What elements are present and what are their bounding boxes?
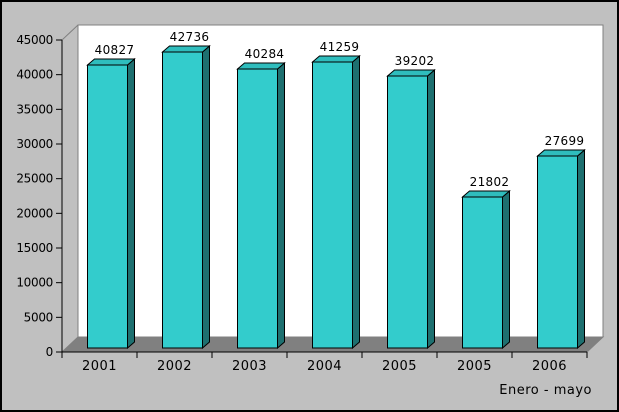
x-axis-category-label: 2005 — [457, 359, 492, 374]
bar-value-label: 42736 — [170, 30, 210, 44]
bar — [237, 68, 278, 349]
x-axis-category-label: 2005 — [382, 359, 417, 374]
y-axis-tick-label: 20000 — [16, 206, 53, 220]
bar — [387, 75, 428, 349]
x-axis-category-label: 2004 — [307, 359, 342, 374]
y-axis-tick-label: 45000 — [16, 33, 53, 47]
bar — [162, 51, 203, 349]
y-axis-tick-label: 0 — [46, 345, 53, 359]
bar-side-face — [352, 54, 360, 350]
x-axis-category-label: 2006 — [532, 359, 567, 374]
bar-value-label: 41259 — [320, 40, 360, 54]
y-axis-tick-label: 5000 — [24, 310, 53, 324]
bar-side-face — [202, 44, 210, 350]
bar-side-face — [427, 68, 435, 350]
bar — [462, 196, 503, 349]
bar-top-face — [236, 62, 286, 70]
y-axis-tick-label: 35000 — [16, 102, 53, 116]
bar-top-face — [161, 45, 211, 53]
bar-top-face — [536, 149, 586, 157]
period-note-label: Enero - mayo — [499, 383, 592, 398]
bar — [537, 155, 578, 349]
bar-side-face — [277, 61, 285, 350]
bar-side-face — [127, 57, 135, 350]
bar — [312, 61, 353, 349]
wall-corner-edge — [61, 24, 79, 41]
bar-value-label: 27699 — [545, 134, 585, 148]
bar-top-face — [311, 55, 361, 63]
bar-value-label: 39202 — [395, 54, 435, 68]
x-axis-category-label: 2001 — [82, 359, 117, 374]
x-axis-category-label: 2002 — [157, 359, 192, 374]
bar-top-face — [86, 58, 136, 66]
y-axis-tick-label: 40000 — [16, 68, 53, 82]
bar-value-label: 21802 — [470, 175, 510, 189]
bar-value-label: 40827 — [95, 43, 135, 57]
y-axis-tick-label: 30000 — [16, 137, 53, 151]
bar — [87, 64, 128, 349]
y-axis-tick-label: 25000 — [16, 172, 53, 186]
y-axis-tick-label: 10000 — [16, 276, 53, 290]
bar-value-label: 40284 — [245, 47, 285, 61]
y-axis-tick-label: 15000 — [16, 241, 53, 255]
bar-top-face — [461, 190, 511, 198]
bar-side-face — [502, 189, 510, 350]
x-axis-category-label: 2003 — [232, 359, 267, 374]
bar-side-face — [577, 148, 585, 350]
bar-top-face — [386, 69, 436, 77]
